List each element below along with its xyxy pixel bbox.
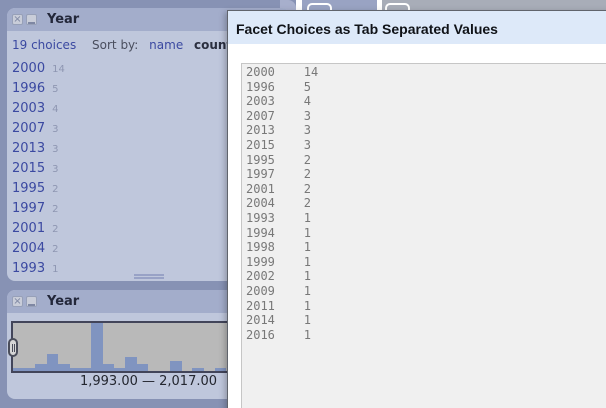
panel-divider: [296, 0, 302, 13]
histogram-bar: [169, 360, 182, 371]
facet-choice-row: 2004 2: [7, 237, 290, 257]
close-icon[interactable]: ×: [12, 295, 23, 307]
minimize-icon[interactable]: [26, 296, 37, 307]
facet-sort-row: 19 choices Sort by: name count: [7, 31, 290, 52]
background-tab: [307, 3, 332, 13]
facet-choice-row: 2001 2: [7, 217, 290, 237]
facet-choice-row: 1995 2: [7, 177, 290, 197]
facet-choice-row: 2000 14: [7, 57, 290, 77]
facet-choice-row: 2015 3: [7, 157, 290, 177]
histogram-bar: [102, 364, 115, 371]
histogram-bar: [113, 367, 126, 371]
facet-choice-link[interactable]: 1993: [12, 261, 46, 276]
facet-title: Year: [47, 12, 80, 27]
histogram-bar: [91, 323, 104, 371]
facet-choice-count: 5: [52, 84, 59, 95]
facet-header: × Year: [7, 290, 290, 313]
range-label: 1,993.00 — 2,017.00: [79, 374, 218, 389]
histogram-bar: [214, 367, 227, 371]
sort-by-count-selected[interactable]: count: [194, 38, 233, 52]
facet-choice-count: 4: [52, 104, 59, 115]
facet-choice-count: 3: [52, 164, 59, 175]
facet-choice-count: 3: [52, 144, 59, 155]
facet-resize-handle[interactable]: [133, 273, 164, 279]
close-icon[interactable]: ×: [12, 13, 23, 25]
background-grid-strip: [382, 0, 606, 12]
facet-choice-link[interactable]: 2001: [12, 221, 46, 236]
histogram-bar: [136, 364, 148, 371]
facet-title: Year: [47, 294, 80, 309]
facet-choice-link[interactable]: 1995: [12, 181, 46, 196]
histogram-bar: [80, 367, 92, 371]
facet-choice-count: 2: [52, 204, 59, 215]
histogram-bar: [13, 367, 25, 371]
facet-header: × Year: [7, 8, 290, 31]
facet-choice-link[interactable]: 1997: [12, 201, 46, 216]
dialog-title: Facet Choices as Tab Separated Values: [236, 21, 498, 37]
facet-choice-count: 2: [52, 244, 59, 255]
facet-choice-list: 2000 14 1996 5 2003 4 2007 3 2013 3 2015 3 199…: [7, 57, 290, 281]
minimize-icon[interactable]: [26, 14, 37, 25]
sort-by-label: Sort by:: [92, 38, 139, 52]
facet-choice-count: 2: [52, 224, 59, 235]
histogram-bar: [57, 364, 70, 371]
facet-choice-count: 1: [52, 264, 59, 275]
dialog-header: Facet Choices as Tab Separated Values: [228, 11, 606, 44]
facet-choice-link[interactable]: 1996: [12, 81, 46, 96]
facet-choice-link[interactable]: 2015: [12, 161, 46, 176]
facet-choice-link[interactable]: 2000: [12, 61, 46, 76]
facet-tsv-dialog: Facet Choices as Tab Separated Values 20…: [227, 10, 606, 408]
facet-panel-corner: [280, 0, 296, 10]
facet-choice-link[interactable]: 2003: [12, 101, 46, 116]
dialog-body: 2000 14 1996 5 2003 4 2007 3 2013 3 2015…: [228, 44, 606, 408]
histogram-bar: [125, 357, 137, 371]
histogram-bar: [192, 367, 205, 371]
histogram-bar: [24, 367, 36, 371]
facet-choice-link[interactable]: 2007: [12, 121, 46, 136]
sort-by-name-link[interactable]: name: [149, 38, 184, 52]
facet-choice-count: 3: [52, 124, 59, 135]
background-tab: [385, 3, 410, 13]
choices-count-link[interactable]: 19 choices: [12, 38, 77, 52]
facet-choice-link[interactable]: 2013: [12, 141, 46, 156]
range-slider-min-handle[interactable]: [8, 338, 18, 357]
facet-choice-row: 1997 2: [7, 197, 290, 217]
panel-divider: [377, 0, 382, 12]
tsv-textarea[interactable]: 2000 14 1996 5 2003 4 2007 3 2013 3 2015…: [241, 63, 606, 408]
facet-choice-row: 1996 5: [7, 77, 290, 97]
histogram-bar: [69, 367, 81, 371]
facet-choice-row: 2007 3: [7, 117, 290, 137]
facet-choice-row: 1993 1: [7, 257, 290, 277]
facet-choice-count: 14: [52, 64, 65, 75]
facet-choice-row: 2013 3: [7, 137, 290, 157]
facet-choice-row: 2003 4: [7, 97, 290, 117]
histogram-bar: [46, 353, 59, 371]
facet-choice-count: 2: [52, 184, 59, 195]
histogram-bar: [35, 364, 48, 371]
facet-choice-link[interactable]: 2004: [12, 241, 46, 256]
